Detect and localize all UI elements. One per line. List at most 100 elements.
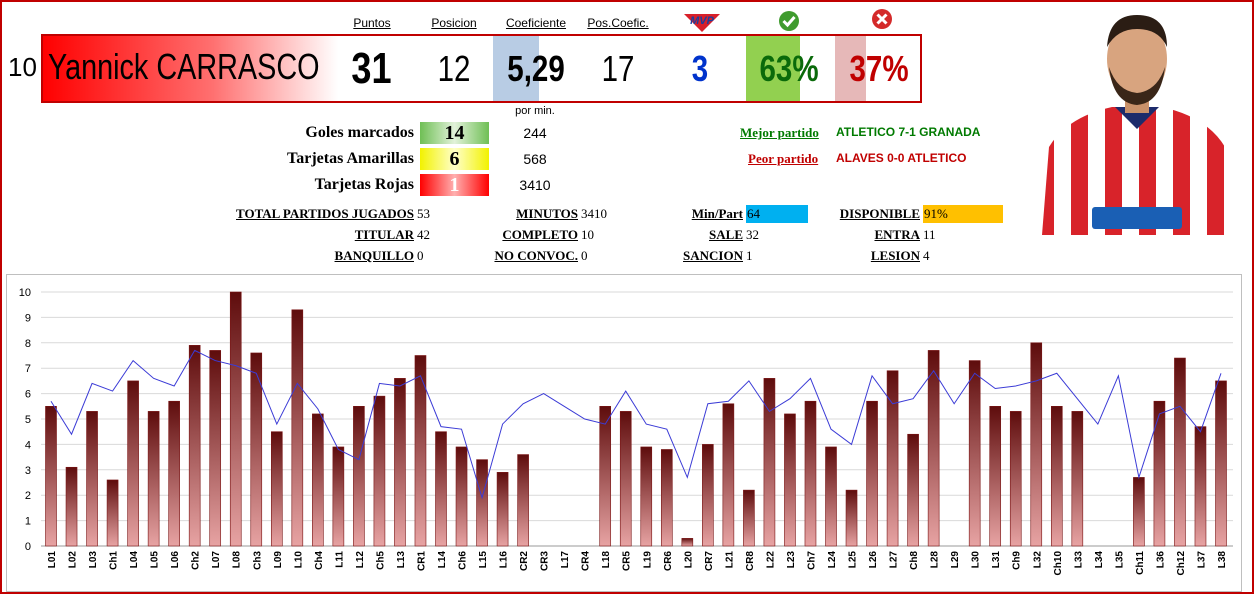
bar [229,291,242,547]
x-tick-label: CR8 [745,551,756,571]
summary-value: 0 [417,248,424,263]
bar [640,446,653,547]
summary-label: SANCION [683,248,743,263]
x-tick-label: L18 [601,551,612,569]
bar [209,350,222,547]
bar [845,489,858,547]
x-tick-label: L02 [68,551,79,569]
loss-bg [835,36,866,101]
win-bg [746,36,800,101]
x-tick-label: L36 [1155,551,1166,569]
x-tick-label: Ch4 [314,551,325,570]
x-tick-label: L21 [724,551,735,569]
summary-label: LESION [870,248,920,263]
stat-label: Tarjetas Amarillas [287,150,414,167]
worst-label: Peor partido [748,151,819,166]
x-tick-label: CR6 [663,551,674,571]
y-tick-label: 5 [25,414,31,426]
x-tick-label: L03 [88,551,99,569]
bar [681,538,694,547]
x-tick-label: L17 [560,551,571,569]
bar [660,449,673,547]
x-tick-label: L11 [334,551,345,568]
bar [804,400,817,547]
x-tick-label: L34 [1094,551,1105,569]
x-tick-label: L12 [355,551,366,569]
bar [866,400,878,547]
bar [414,355,427,547]
bar [722,403,735,547]
bar [989,406,1002,547]
win-pct: 63% [739,44,839,94]
mvp-text: MVP [690,15,715,27]
bar [1009,411,1022,547]
x-tick-label: L20 [683,551,694,569]
x-tick-label: CR7 [704,551,715,571]
y-tick-label: 8 [25,338,31,350]
x-tick-label: L28 [930,551,941,569]
summary-value: 3410 [581,206,607,221]
bar [1215,380,1227,547]
x-tick-label: CR3 [540,551,551,571]
x-tick-label: Ch5 [375,551,386,570]
stat-per-min: 244 [523,125,547,141]
bar [927,350,940,547]
summary-value: 42 [417,227,430,242]
x-tick-label: CR1 [416,551,427,571]
x-tick-label: CR2 [519,551,530,571]
bar [291,309,304,547]
player-number: 10 [8,52,37,82]
x-tick-label: L26 [868,551,879,569]
x-tick-label: L24 [827,551,838,569]
y-tick-label: 3 [25,465,31,477]
bar [188,345,201,547]
bar [435,431,447,547]
bar [784,413,796,547]
x-tick-label: L08 [232,551,243,569]
bar [394,378,406,547]
x-tick-label: Ch12 [1176,551,1187,576]
posicion-value: 12 [437,48,471,89]
pos-coefic: 17 [568,44,668,94]
per-min-label: por min. [515,105,555,117]
x-tick-label: Ch7 [806,551,817,570]
x-tick-label: L27 [889,551,900,569]
summary-label: Min/Part [691,206,743,221]
stat-per-min: 568 [523,151,547,167]
x-tick-label: L10 [293,551,304,569]
column-header: Coeficiente [505,16,567,30]
summary-label: TOTAL PARTIDOS JUGADOS [236,206,414,221]
x-tick-label: CR4 [581,551,592,571]
bar [517,454,529,547]
bar [968,360,981,547]
bar [763,378,776,547]
bar [86,411,98,547]
y-tick-label: 4 [25,439,31,451]
summary-label: DISPONIBLE [839,206,920,221]
x-tick-label: Ch10 [1053,551,1064,576]
x-tick-label: L32 [1032,551,1043,569]
summary-label: ENTRA [874,227,920,242]
column-header: Puntos [353,16,391,30]
y-tick-label: 6 [25,389,31,401]
bar [332,446,345,547]
win-pct-value: 63% [759,48,819,89]
bar [1071,411,1084,547]
x-tick-label: L06 [170,551,181,569]
bar [1153,400,1166,547]
x-tick-label: L31 [991,551,1002,569]
x-tick-label: L14 [437,551,448,569]
bar [168,400,180,547]
y-tick-label: 2 [25,490,31,502]
x-tick-label: L23 [786,551,797,569]
loss-pct-value: 37% [849,48,909,89]
bar [1030,342,1043,547]
summary-value: 10 [581,227,594,242]
x-tick-label: L07 [211,551,222,569]
x-tick-label: L25 [848,551,859,569]
cross-icon [872,9,892,29]
bar [743,489,755,547]
summary-label: SALE [709,227,743,242]
mvp-icon: MVP [684,14,720,32]
check-icon [779,11,799,31]
